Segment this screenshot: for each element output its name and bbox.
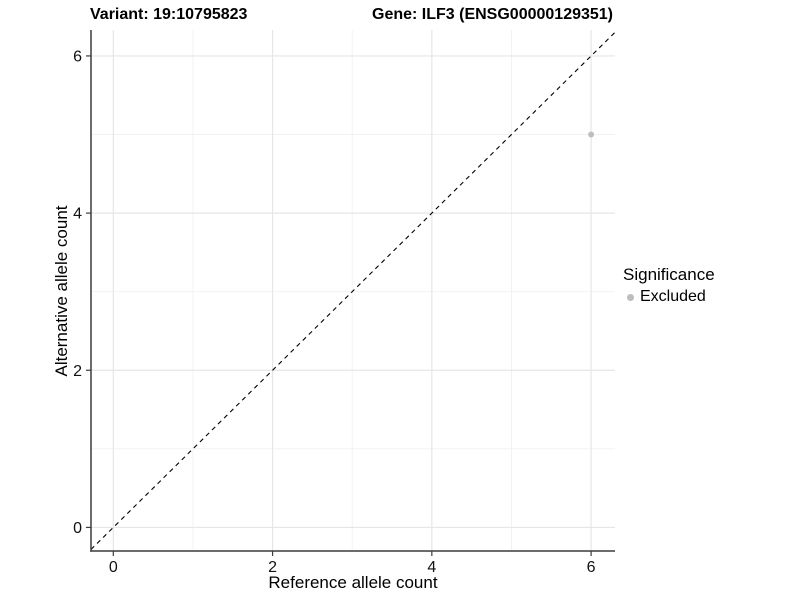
legend-point-icon bbox=[627, 293, 634, 301]
data-point bbox=[588, 131, 595, 138]
legend: Significance Excluded bbox=[623, 264, 715, 307]
x-axis-title: Reference allele count bbox=[268, 573, 438, 592]
legend-item-label: Excluded bbox=[640, 288, 706, 305]
legend-item-excluded: Excluded bbox=[623, 287, 715, 307]
legend-title: Significance bbox=[623, 265, 715, 284]
x-tick-label: 2 bbox=[268, 559, 277, 576]
plot-title-gene: Gene: ILF3 (ENSG00000129351) bbox=[372, 6, 614, 23]
identity-line bbox=[90, 31, 616, 550]
y-axis-title: Alternative allele count bbox=[52, 205, 71, 377]
x-tick-label: 4 bbox=[427, 559, 436, 576]
x-tick-label: 0 bbox=[109, 559, 118, 576]
plot-title-variant: Variant: 19:10795823 bbox=[90, 6, 248, 23]
y-tick-label: 6 bbox=[73, 48, 82, 65]
y-tick-label: 2 bbox=[73, 363, 82, 380]
x-tick-label: 6 bbox=[587, 559, 596, 576]
y-tick-label: 4 bbox=[73, 206, 82, 223]
y-tick-label: 0 bbox=[73, 520, 82, 537]
